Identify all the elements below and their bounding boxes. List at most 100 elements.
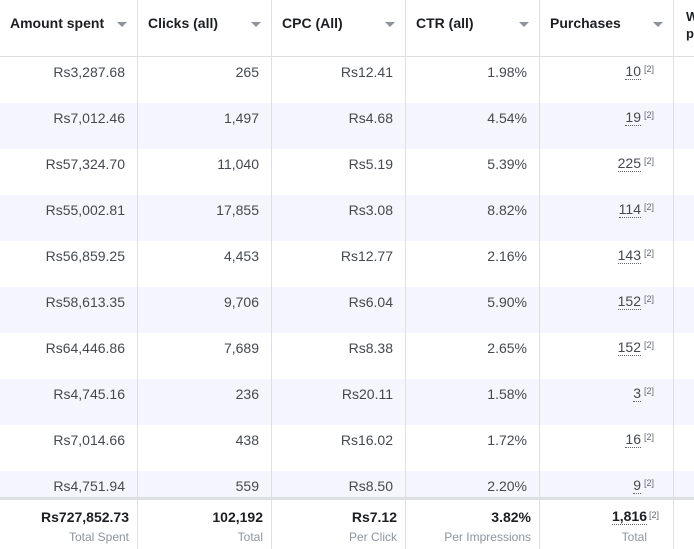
- clicks-cell: 1,497: [138, 103, 272, 149]
- purchases-footnote: [2]: [643, 156, 654, 166]
- amount-spent-cell: Rs4,745.16: [0, 379, 138, 425]
- truncated-cell: [674, 287, 694, 333]
- truncated-cell: [674, 195, 694, 241]
- sort-caret-icon[interactable]: [653, 22, 663, 27]
- table-row[interactable]: Rs3,287.68 265 Rs12.41 1.98% 10 [2]: [0, 57, 694, 103]
- cpc-cell: Rs3.08: [272, 195, 406, 241]
- table-row[interactable]: Rs7,012.46 1,497 Rs4.68 4.54% 19 [2]: [0, 103, 694, 149]
- purchases-link[interactable]: 16: [625, 431, 641, 448]
- ctr-cell: 1.98%: [406, 57, 540, 103]
- ctr-value: 1.98%: [487, 64, 527, 80]
- amount-spent-cell: Rs7,012.46: [0, 103, 138, 149]
- purchases-link[interactable]: 3: [633, 385, 641, 402]
- amount-spent-value: Rs4,745.16: [53, 386, 125, 402]
- truncated-cell: [674, 57, 694, 103]
- purchases-link[interactable]: 114: [618, 201, 641, 218]
- ctr-cell: 4.54%: [406, 103, 540, 149]
- amount-spent-value: Rs58,613.35: [45, 294, 125, 310]
- purchases-cell: 9 [2]: [540, 471, 674, 517]
- total-ctr-value: 3.82%: [491, 509, 531, 525]
- table-row[interactable]: Rs56,859.25 4,453 Rs12.77 2.16% 143 [2]: [0, 241, 694, 287]
- amount-spent-value: Rs55,002.81: [45, 202, 125, 218]
- amount-spent-cell: Rs56,859.25: [0, 241, 138, 287]
- truncated-cell: [674, 241, 694, 287]
- amount-spent-cell: Rs4,751.94: [0, 471, 138, 517]
- table-row[interactable]: Rs64,446.86 7,689 Rs8.38 2.65% 152 [2]: [0, 333, 694, 379]
- purchases-footnote: [2]: [643, 386, 654, 396]
- purchases-link[interactable]: 225: [617, 155, 641, 172]
- truncated-cell: [674, 425, 694, 471]
- table-header: Amount spent Clicks (all) CPC (All) CTR …: [0, 0, 694, 57]
- total-clicks-cell: 102,192 Total: [138, 500, 272, 549]
- column-header-truncated[interactable]: W pu: [674, 0, 694, 57]
- cpc-cell: Rs20.11: [272, 379, 406, 425]
- column-header-purchases[interactable]: Purchases: [540, 0, 674, 57]
- total-amount-label: Total Spent: [68, 530, 129, 544]
- column-header-cpc[interactable]: CPC (All): [272, 0, 406, 57]
- ctr-cell: 8.82%: [406, 195, 540, 241]
- cpc-cell: Rs6.04: [272, 287, 406, 333]
- cpc-cell: Rs5.19: [272, 149, 406, 195]
- truncated-cell: [674, 333, 694, 379]
- total-purchases-link[interactable]: 1,816: [611, 508, 647, 525]
- table-row[interactable]: Rs58,613.35 9,706 Rs6.04 5.90% 152 [2]: [0, 287, 694, 333]
- purchases-cell: 152 [2]: [540, 287, 674, 333]
- sort-caret-icon[interactable]: [385, 22, 395, 27]
- purchases-footnote: [2]: [643, 340, 654, 350]
- column-header-label: Clicks (all): [148, 15, 219, 31]
- table-row[interactable]: Rs55,002.81 17,855 Rs3.08 8.82% 114 [2]: [0, 195, 694, 241]
- ctr-value: 5.90%: [487, 294, 527, 310]
- total-cpc-label: Per Click: [348, 530, 397, 544]
- purchases-link[interactable]: 143: [617, 247, 641, 264]
- sort-caret-icon[interactable]: [519, 22, 529, 27]
- clicks-value: 17,855: [216, 202, 259, 218]
- amount-spent-cell: Rs58,613.35: [0, 287, 138, 333]
- amount-spent-cell: Rs55,002.81: [0, 195, 138, 241]
- ctr-value: 8.82%: [487, 202, 527, 218]
- purchases-link[interactable]: 152: [617, 293, 641, 310]
- purchases-footnote: [2]: [643, 110, 654, 120]
- column-header-ctr[interactable]: CTR (all): [406, 0, 540, 57]
- ctr-cell: 5.39%: [406, 149, 540, 195]
- purchases-link[interactable]: 152: [617, 339, 641, 356]
- total-cpc-value: Rs7.12: [351, 509, 397, 525]
- purchases-cell: 225 [2]: [540, 149, 674, 195]
- clicks-value: 438: [235, 432, 259, 448]
- cpc-cell: Rs12.77: [272, 241, 406, 287]
- clicks-value: 9,706: [223, 294, 259, 310]
- purchases-link[interactable]: 10: [625, 63, 641, 80]
- truncated-cell: [674, 379, 694, 425]
- amount-spent-value: Rs64,446.86: [45, 340, 125, 356]
- ctr-value: 5.39%: [487, 156, 527, 172]
- column-header-clicks[interactable]: Clicks (all): [138, 0, 272, 57]
- purchases-link[interactable]: 19: [625, 109, 641, 126]
- cpc-cell: Rs4.68: [272, 103, 406, 149]
- cpc-value: Rs4.68: [348, 110, 393, 126]
- clicks-value: 265: [235, 64, 259, 80]
- clicks-cell: 559: [138, 471, 272, 517]
- truncated-cell: [674, 103, 694, 149]
- purchases-cell: 16 [2]: [540, 425, 674, 471]
- ctr-cell: 5.90%: [406, 287, 540, 333]
- purchases-footnote: [2]: [643, 478, 654, 488]
- purchases-cell: 143 [2]: [540, 241, 674, 287]
- purchases-footnote: [2]: [643, 64, 654, 74]
- table-row[interactable]: Rs57,324.70 11,040 Rs5.19 5.39% 225 [2]: [0, 149, 694, 195]
- column-header-amount-spent[interactable]: Amount spent: [0, 0, 138, 57]
- purchases-link[interactable]: 9: [633, 477, 641, 494]
- table-row[interactable]: Rs4,745.16 236 Rs20.11 1.58% 3 [2]: [0, 379, 694, 425]
- total-purchases-footnote: [2]: [648, 510, 659, 520]
- table-row[interactable]: Rs7,014.66 438 Rs16.02 1.72% 16 [2]: [0, 425, 694, 471]
- amount-spent-value: Rs4,751.94: [53, 478, 125, 494]
- column-header-label: Purchases: [550, 15, 621, 31]
- sort-caret-icon[interactable]: [117, 22, 127, 27]
- ctr-value: 1.58%: [487, 386, 527, 402]
- sort-caret-icon[interactable]: [251, 22, 261, 27]
- column-header-label: CTR (all): [416, 15, 474, 31]
- ctr-value: 2.16%: [487, 248, 527, 264]
- clicks-cell: 7,689: [138, 333, 272, 379]
- amount-spent-cell: Rs7,014.66: [0, 425, 138, 471]
- cpc-value: Rs8.50: [348, 478, 393, 494]
- amount-spent-cell: Rs64,446.86: [0, 333, 138, 379]
